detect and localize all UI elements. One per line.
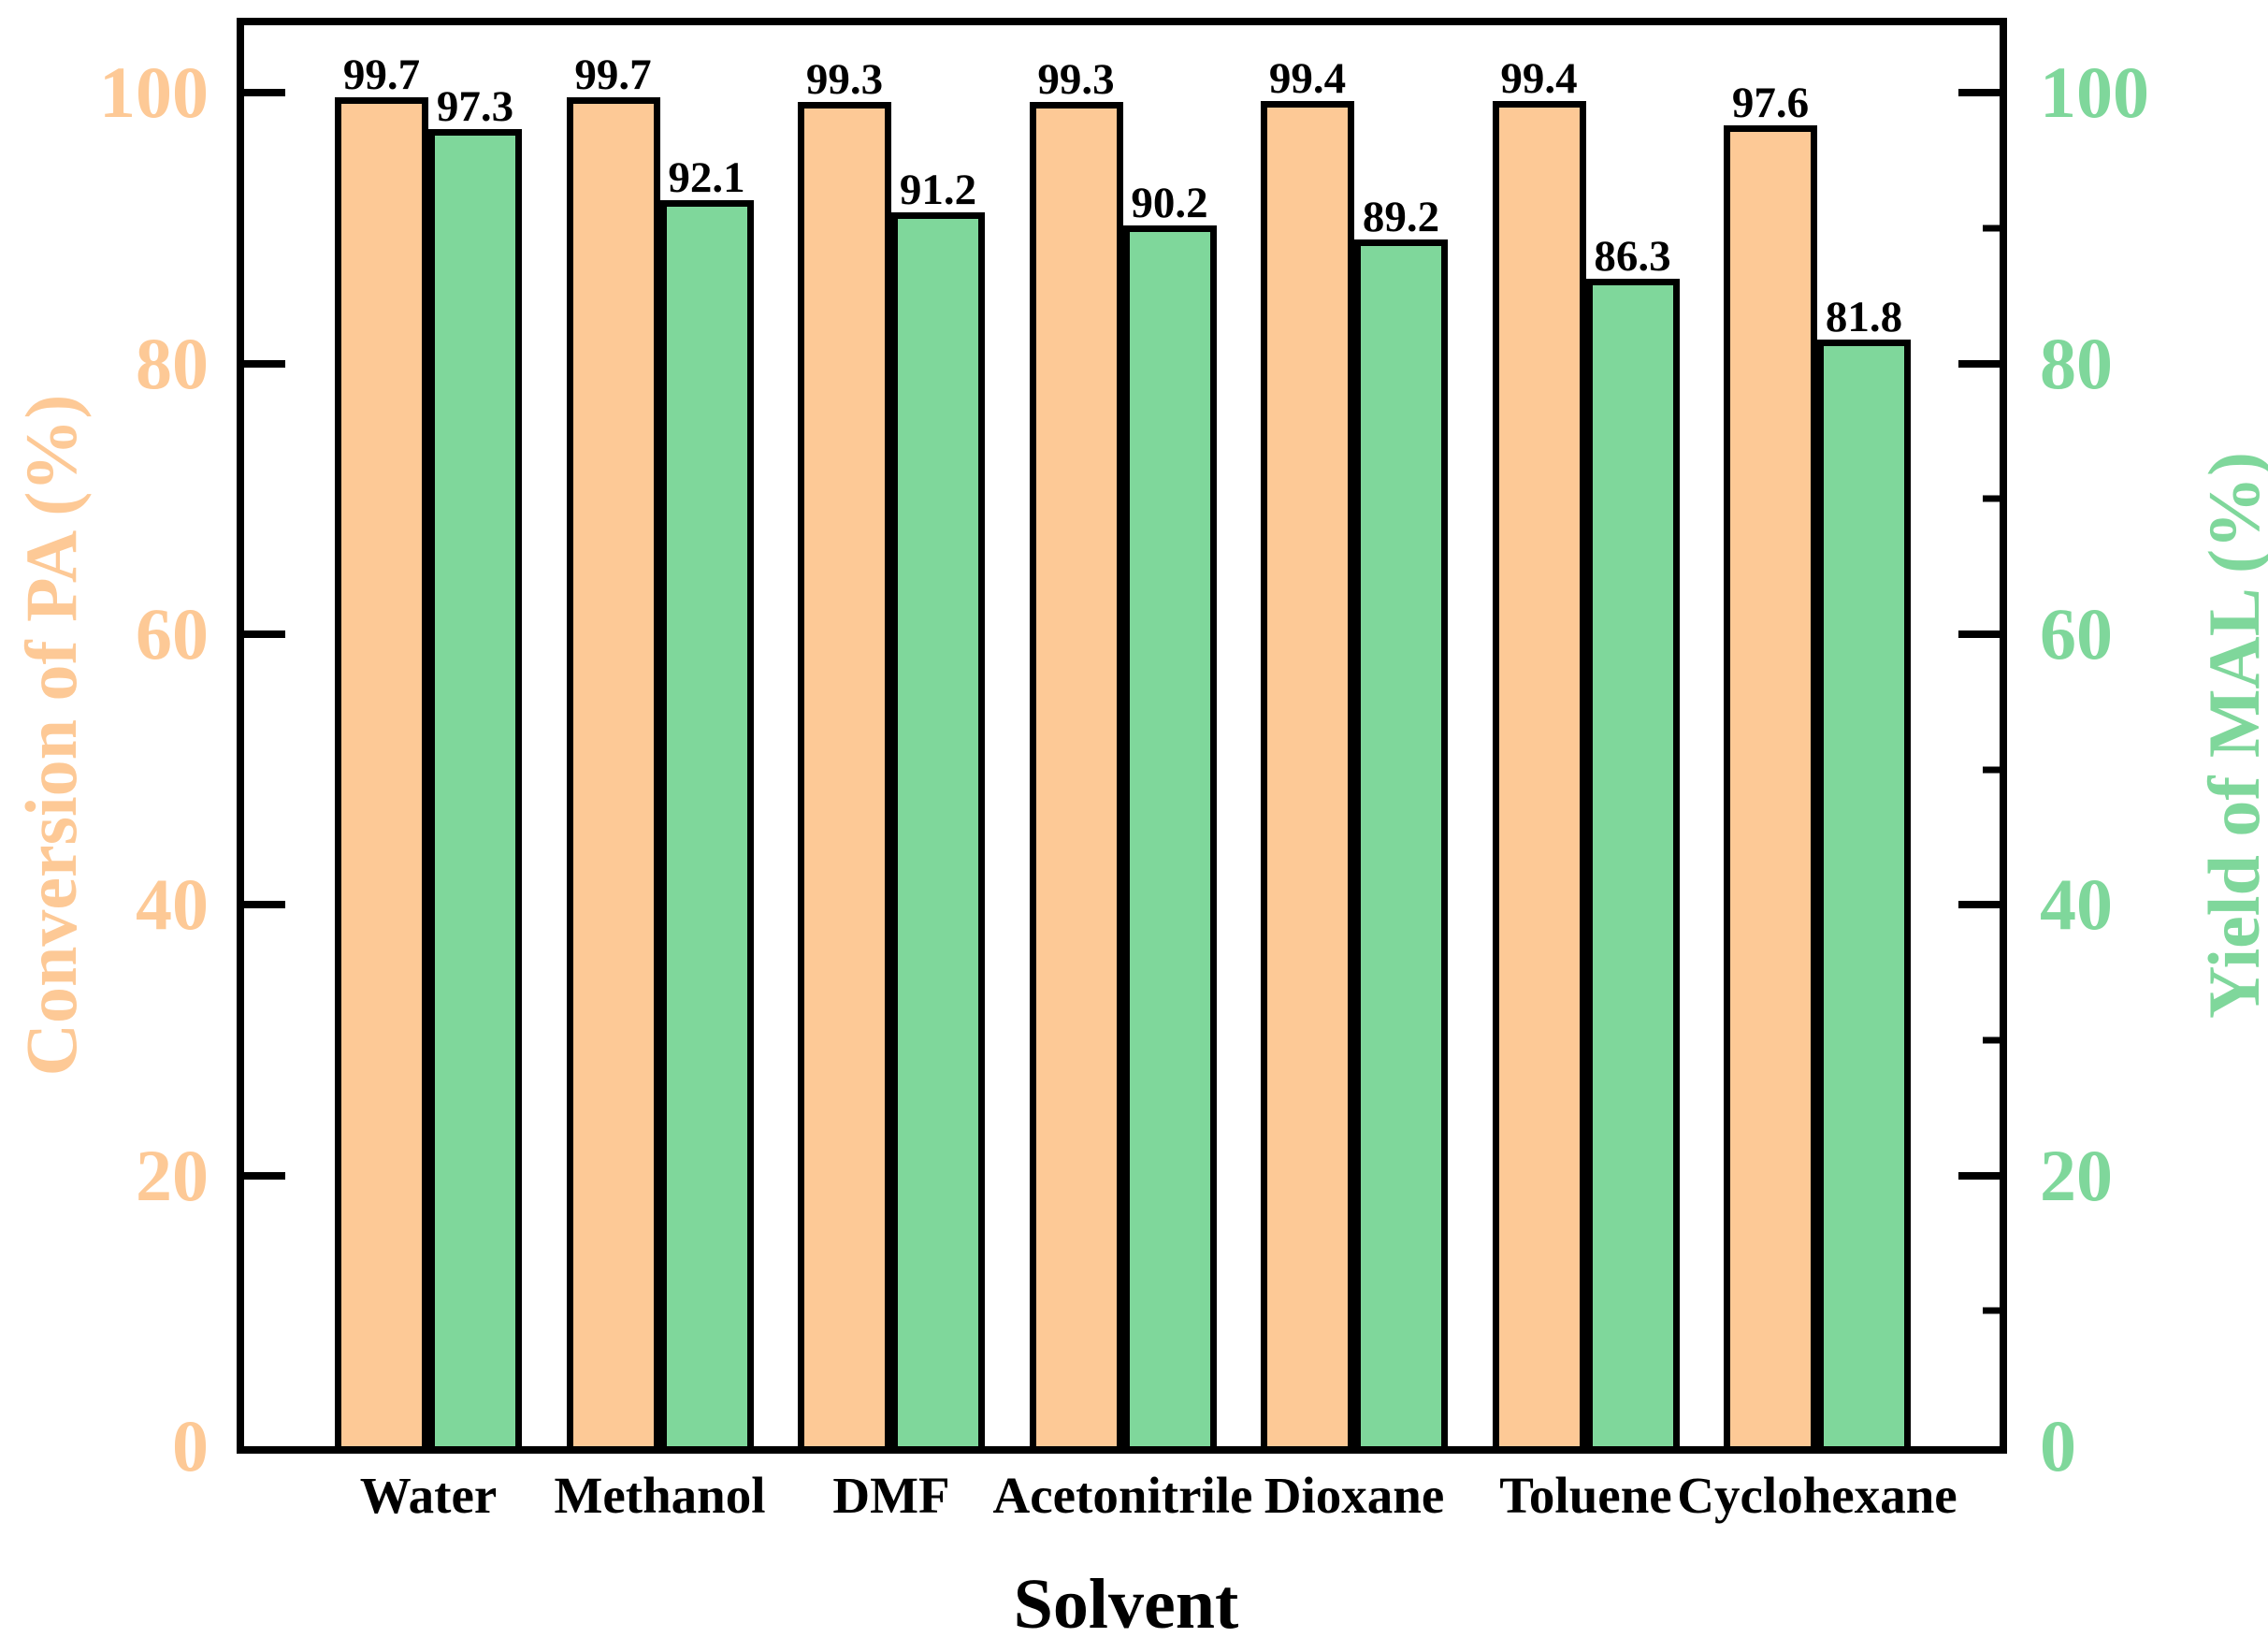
y-tick-label: 60 [2040,593,2113,674]
y-axis-right-minor-tick-mark [1983,495,2000,502]
bar-yield-toluene: 86.3 [1585,234,1680,1446]
y-tick-label: 20 [2040,1134,2113,1216]
x-tick-label-cyclohexane: Cyclohexane [1677,1467,1957,1524]
y-tick-label: 80 [136,322,209,404]
bar-value-label: 91.2 [899,165,977,214]
y-tick-label: 0 [172,1405,209,1486]
bar-value-label: 97.3 [436,82,514,132]
x-tick-label-water: Water [359,1467,498,1524]
y-tick-label: 20 [136,1134,209,1216]
bar-row: 99.7 97.3 99.7 92.1 99.3 91.2 99.3 [244,25,2000,1446]
bar-conversion-dmf: 99.3 [798,58,891,1446]
x-tick-label-methanol: Methanol [554,1467,766,1524]
x-tick-label-toluene: Toluene [1499,1467,1672,1524]
y-axis-right-tick-mark [1958,89,2000,97]
bar-group-toluene: 99.4 86.3 [1492,25,1680,1446]
y-tick-label: 100 [2040,51,2149,134]
y-tick-label: 40 [136,863,209,946]
bar-conversion-methanol: 99.7 [566,52,660,1446]
bar-group-acetonitrile: 99.3 90.2 [1029,25,1217,1446]
bar-group-dioxane: 99.4 89.2 [1261,25,1448,1446]
bar-value-label: 99.7 [574,50,652,99]
bar-value-label: 99.4 [1500,54,1578,104]
y-axis-right-minor-tick-mark [1983,766,2000,774]
bar-value-label: 97.6 [1731,79,1810,128]
y-tick-label: 40 [2040,863,2113,946]
bar-value-label: 90.2 [1131,179,1208,228]
bar-value-label: 86.3 [1594,231,1671,281]
y-axis-right-tick-mark [1958,1171,2000,1180]
bar-value-label: 81.8 [1825,292,1903,341]
y-tick-label: 100 [99,51,209,134]
y-axis-right-tick-mark [1958,630,2000,638]
bar-group-dmf: 99.3 91.2 [798,25,985,1446]
y-axis-left-tick-mark [244,359,285,368]
bar-yield-methanol: 92.1 [659,155,754,1446]
y-axis-right-minor-tick-mark [1983,225,2000,232]
y-axis-left-tick-labels: 100 80 60 40 20 0 [0,25,209,1483]
bar-conversion-cyclohexane: 97.6 [1724,81,1817,1446]
bar-value-label: 99.4 [1268,54,1347,104]
bar-conversion-water: 99.7 [335,52,428,1446]
x-tick-label-dioxane: Dioxane [1264,1467,1445,1524]
bar-group-water: 99.7 97.3 [335,25,522,1446]
bar-yield-water: 97.3 [428,85,522,1446]
y-axis-left-tick-mark [244,1171,285,1180]
bar-value-label: 92.1 [668,152,745,202]
y-axis-right-minor-tick-mark [1983,1036,2000,1044]
bar-yield-dioxane: 89.2 [1354,195,1448,1446]
y-axis-right-tick-mark [1958,901,2000,909]
plot-area: 99.7 97.3 99.7 92.1 99.3 91.2 99.3 [237,18,2007,1454]
x-axis-title: Solvent [1013,1565,1239,1644]
x-tick-label-dmf: DMF [832,1467,950,1524]
bar-conversion-toluene: 99.4 [1492,57,1586,1446]
bar-yield-acetonitrile: 90.2 [1122,181,1217,1446]
bar-group-cyclohexane: 97.6 81.8 [1724,25,1911,1446]
bar-yield-cyclohexane: 81.8 [1817,295,1911,1446]
y-tick-label: 0 [2040,1405,2076,1486]
y-tick-label: 60 [136,593,209,674]
bar-value-label: 99.7 [342,50,421,99]
bar-value-label: 99.3 [805,55,884,105]
y-axis-right-tick-mark [1958,359,2000,368]
y-axis-left-tick-mark [244,630,285,638]
y-axis-right-minor-tick-mark [1983,1307,2000,1314]
bar-conversion-acetonitrile: 99.3 [1029,58,1123,1446]
bar-value-label: 89.2 [1362,192,1440,241]
x-axis-tick-labels: Water Methanol DMF Acetonitrile Dioxane … [244,1465,2000,1540]
bar-yield-dmf: 91.2 [891,167,985,1446]
y-axis-left-tick-mark [244,89,285,97]
bar-value-label: 99.3 [1037,55,1115,105]
x-tick-label-acetonitrile: Acetonitrile [992,1467,1253,1524]
y-axis-left-tick-mark [244,901,285,909]
bar-conversion-dioxane: 99.4 [1261,57,1354,1446]
y-axis-right-tick-labels: 100 80 60 40 20 0 [2040,25,2268,1483]
y-tick-label: 80 [2040,322,2113,404]
bar-group-methanol: 99.7 92.1 [566,25,754,1446]
